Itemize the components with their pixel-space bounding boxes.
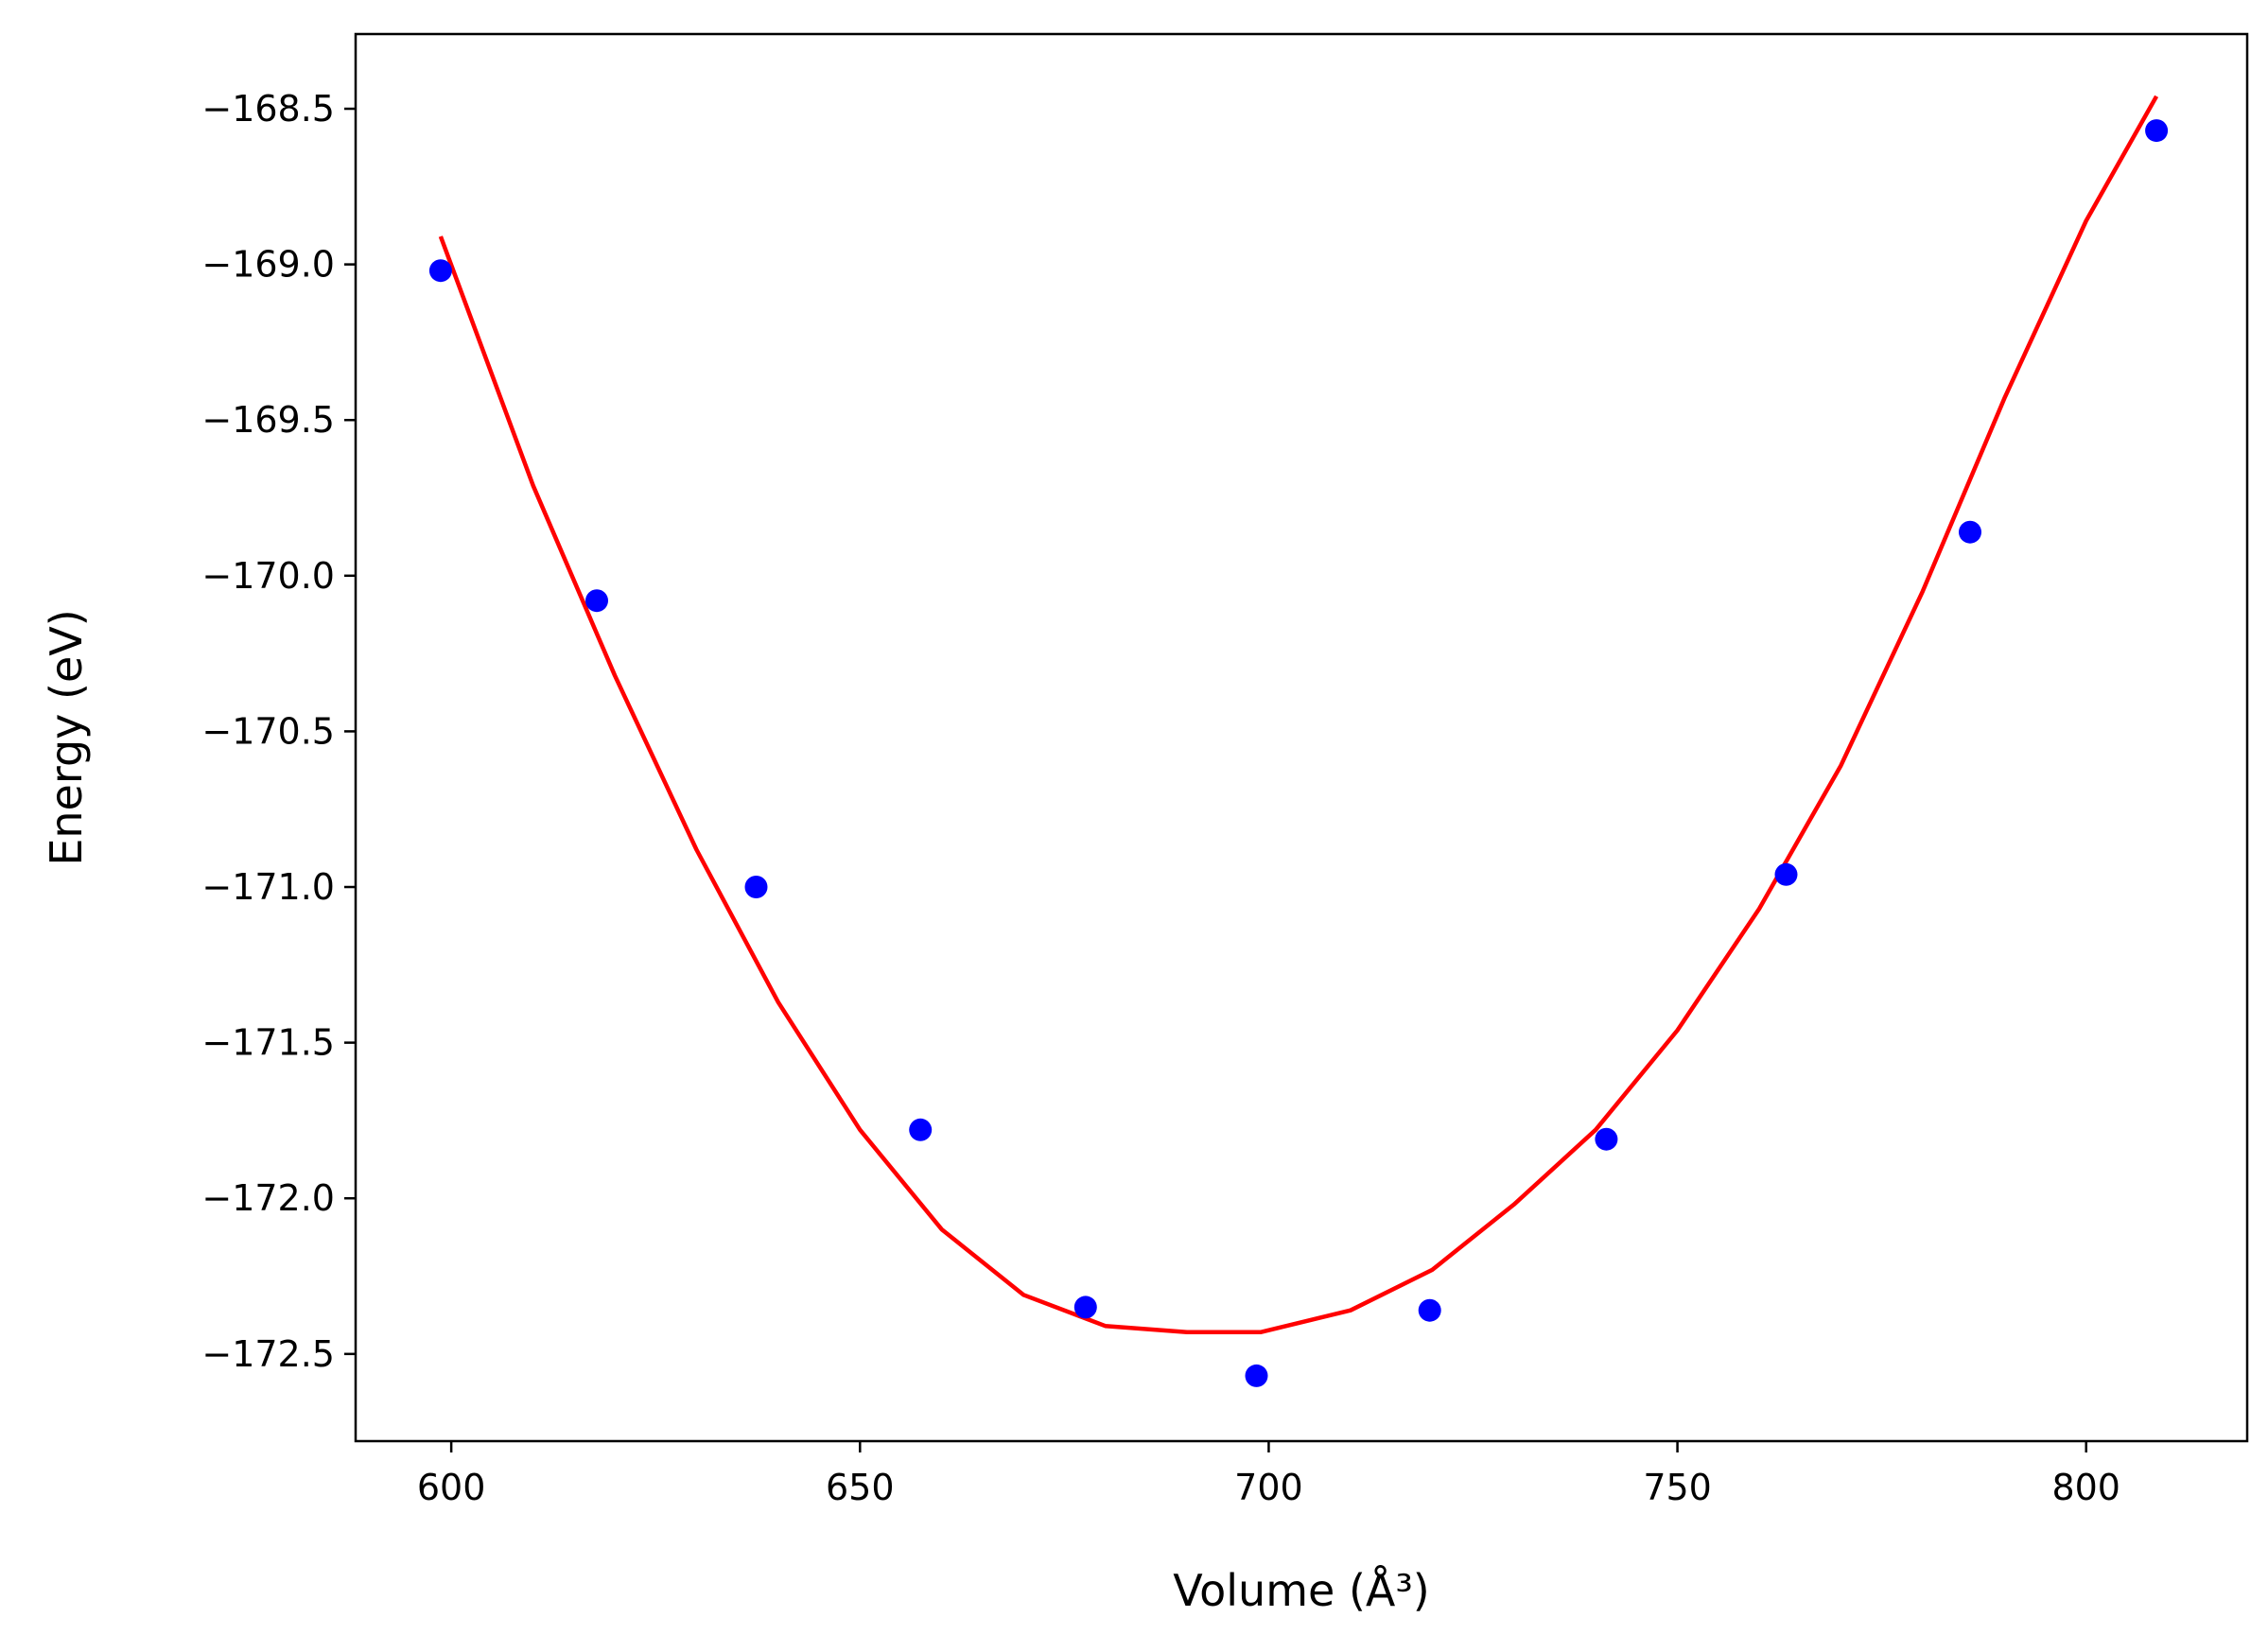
data-point: [1595, 1127, 1618, 1151]
data-point: [585, 589, 608, 613]
data-point: [1245, 1364, 1268, 1387]
data-point: [1959, 520, 1981, 544]
fit-curve-line: [438, 95, 2159, 1335]
y-tick-label: −172.0: [201, 1177, 335, 1219]
y-tick-label: −170.5: [201, 710, 335, 752]
y-tick-label: −168.5: [201, 88, 335, 130]
y-tick-label: −169.0: [201, 244, 335, 286]
data-point: [1774, 862, 1798, 886]
plot-area: [356, 34, 2247, 1441]
data-point: [1073, 1296, 1097, 1319]
y-tick-label: −170.0: [201, 555, 335, 597]
y-tick-label: −171.0: [201, 866, 335, 908]
fit-curve-layer: [438, 95, 2159, 1335]
x-tick-label: 800: [2051, 1467, 2120, 1508]
y-tick-label: −171.5: [201, 1022, 335, 1064]
x-axis-ticks: 600 650 700 750 800: [417, 1441, 2120, 1508]
x-tick-label: 700: [1234, 1467, 1303, 1508]
x-tick-label: 650: [826, 1467, 895, 1508]
plot-frame: [354, 32, 2249, 1443]
x-tick-label: 600: [417, 1467, 486, 1508]
data-point: [428, 259, 452, 283]
data-point: [2145, 119, 2169, 143]
y-tick-label: −172.5: [201, 1333, 335, 1375]
data-point: [1418, 1298, 1441, 1322]
data-point: [909, 1118, 933, 1141]
y-axis-label: Energy (eV): [41, 609, 92, 865]
x-axis-label: Volume (Å³): [1173, 1565, 1430, 1616]
y-axis-ticks: −168.5 −169.0 −169.5 −170.0 −170.5 −171.0 −171…: [201, 88, 356, 1375]
data-points-layer: [428, 119, 2169, 1387]
x-tick-label: 750: [1643, 1467, 1712, 1508]
data-point: [744, 876, 768, 898]
y-tick-label: −169.5: [201, 399, 335, 441]
